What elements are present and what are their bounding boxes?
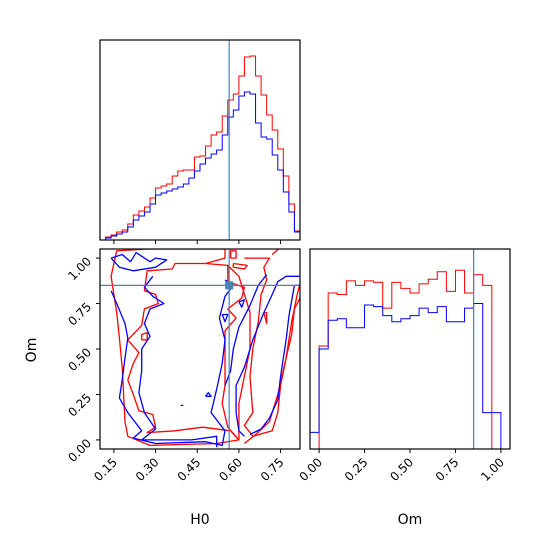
om-xtick-label-0: 0.00 (296, 455, 325, 484)
contour-0-7 (232, 262, 248, 270)
joint-xtick-label-2: 0.45 (175, 455, 204, 484)
contour-1-4 (249, 284, 300, 436)
om-histogram-series-1 (310, 303, 510, 449)
joint-ytick-label-2: 0.50 (65, 345, 94, 374)
joint-xtick-label-1: 0.30 (133, 455, 162, 484)
om-xtick-label-4: 1.00 (478, 455, 507, 484)
joint-ytick-label-3: 0.75 (65, 300, 94, 329)
contour-0-4 (271, 249, 300, 255)
h0-om-contour-panel: 0.15 0.30 0.45 0.60 0.75 0.00 0.25 0.50 0.75 1.00 (65, 248, 301, 484)
contour-0-1 (205, 262, 251, 441)
joint-truth-marker (225, 281, 234, 290)
contour-0-8 (229, 250, 237, 259)
contour-1-6 (238, 299, 246, 308)
joint-xtick-label-3: 0.60 (216, 455, 245, 484)
contour-0-6 (263, 311, 268, 325)
h0-histogram-series-1 (100, 91, 300, 240)
contour-1-8 (221, 313, 229, 323)
contour-1-7 (205, 391, 212, 397)
joint-ytick-label-1: 0.25 (65, 391, 94, 420)
contour-0-3 (243, 257, 300, 437)
om-marginal-panel: 0.00 0.25 0.50 0.75 1.00 (296, 248, 511, 484)
om-marginal-frame (309, 248, 511, 450)
h0-histogram-series-0 (100, 55, 300, 240)
contour-1-1 (138, 275, 218, 448)
h0-marginal-frame (99, 39, 301, 241)
om-histogram-series-0 (310, 269, 510, 449)
contour-0-5 (141, 331, 148, 341)
om-xtick-label-2: 0.50 (387, 455, 416, 484)
joint-ytick-label-0: 0.00 (65, 436, 94, 465)
contour-1-2 (110, 279, 234, 447)
joint-xtick-label-0: 0.15 (91, 455, 120, 484)
x-axis-label-om: Om (398, 512, 423, 528)
x-axis-label-h0: H0 (190, 512, 209, 528)
joint-xtick-label-4: 0.75 (258, 455, 287, 484)
joint-ytick-label-4: 1.00 (65, 254, 94, 283)
y-axis-label-om: Om (24, 338, 40, 363)
h0-marginal-panel (99, 39, 301, 244)
contour-1-0 (110, 251, 168, 272)
contour-0-0 (110, 249, 240, 447)
om-xtick-label-1: 0.25 (342, 455, 371, 484)
contour-1-5 (235, 275, 300, 437)
om-xtick-label-3: 0.75 (433, 455, 462, 484)
